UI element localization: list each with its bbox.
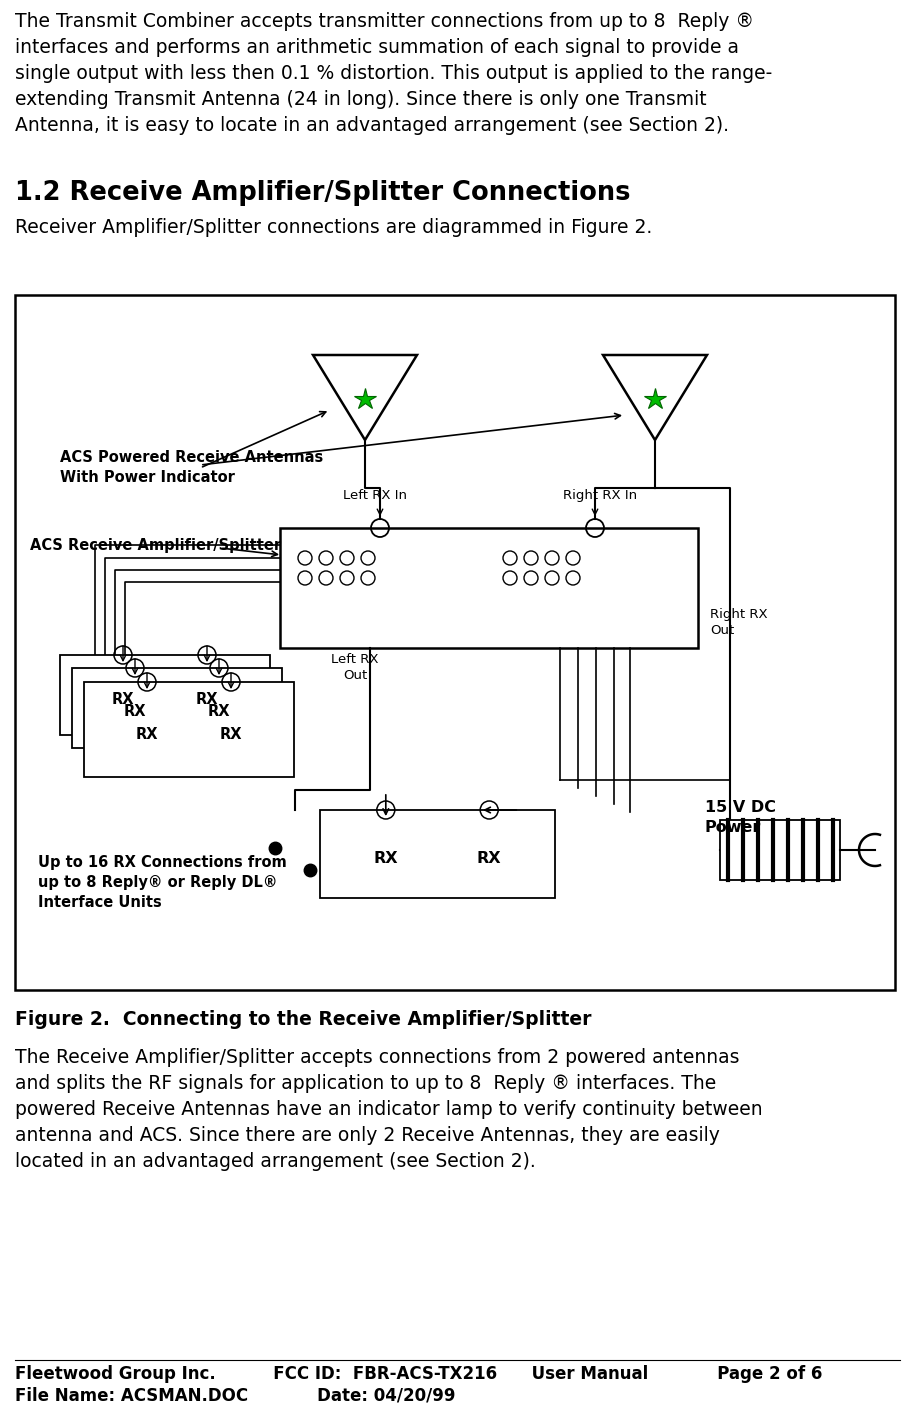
Text: Antenna, it is easy to locate in an advantaged arrangement (see Section 2).: Antenna, it is easy to locate in an adva…	[15, 116, 729, 134]
Text: Right RX
Out: Right RX Out	[710, 608, 768, 637]
Bar	[72, 668, 282, 749]
Text: extending Transmit Antenna (24 in long). Since there is only one Transmit: extending Transmit Antenna (24 in long).…	[15, 91, 706, 109]
Text: RX: RX	[477, 850, 501, 866]
Bar	[84, 682, 294, 777]
Text: The Transmit Combiner accepts transmitter connections from up to 8  Reply ®: The Transmit Combiner accepts transmitte…	[15, 11, 754, 31]
Text: 15 V DC
Power: 15 V DC Power	[705, 799, 776, 835]
Text: and splits the RF signals for application to up to 8  Reply ® interfaces. The: and splits the RF signals for applicatio…	[15, 1074, 716, 1092]
Bar	[320, 809, 555, 899]
Text: ACS Powered Receive Antennas
With Power Indicator: ACS Powered Receive Antennas With Power …	[60, 450, 323, 485]
Text: File Name: ACSMAN.DOC            Date: 04/20/99: File Name: ACSMAN.DOC Date: 04/20/99	[15, 1387, 456, 1404]
Text: RX: RX	[196, 692, 219, 706]
Text: Left RX
Out: Left RX Out	[331, 652, 379, 682]
Text: ACS Receive Amplifier/Splitter: ACS Receive Amplifier/Splitter	[30, 538, 281, 553]
Text: powered Receive Antennas have an indicator lamp to verify continuity between: powered Receive Antennas have an indicat…	[15, 1099, 762, 1119]
Text: The Receive Amplifier/Splitter accepts connections from 2 powered antennas: The Receive Amplifier/Splitter accepts c…	[15, 1049, 739, 1067]
Text: Up to 16 RX Connections from
up to 8 Reply® or Reply DL®
Interface Units: Up to 16 RX Connections from up to 8 Rep…	[38, 855, 286, 910]
Bar	[280, 528, 698, 648]
Text: RX: RX	[135, 727, 158, 741]
Text: RX: RX	[208, 705, 231, 719]
Text: Receiver Amplifier/Splitter connections are diagrammed in Figure 2.: Receiver Amplifier/Splitter connections …	[15, 218, 652, 236]
Text: located in an advantaged arrangement (see Section 2).: located in an advantaged arrangement (se…	[15, 1152, 536, 1172]
Text: RX: RX	[373, 850, 398, 866]
Text: Right RX In: Right RX In	[563, 490, 637, 502]
Text: RX: RX	[220, 727, 242, 741]
Text: single output with less then 0.1 % distortion. This output is applied to the ran: single output with less then 0.1 % disto…	[15, 64, 772, 83]
Text: interfaces and performs an arithmetic summation of each signal to provide a: interfaces and performs an arithmetic su…	[15, 38, 739, 57]
Text: RX: RX	[124, 705, 146, 719]
Text: Fleetwood Group Inc.          FCC ID:  FBR-ACS-TX216      User Manual           : Fleetwood Group Inc. FCC ID: FBR-ACS-TX2…	[15, 1365, 823, 1382]
Bar	[720, 821, 840, 880]
Bar	[60, 655, 270, 734]
Text: RX: RX	[112, 692, 135, 706]
Text: Left RX In: Left RX In	[343, 490, 407, 502]
Text: antenna and ACS. Since there are only 2 Receive Antennas, they are easily: antenna and ACS. Since there are only 2 …	[15, 1126, 720, 1145]
Bar	[15, 294, 895, 990]
Text: Figure 2.  Connecting to the Receive Amplifier/Splitter: Figure 2. Connecting to the Receive Ampl…	[15, 1010, 591, 1029]
Text: 1.2 Receive Amplifier/Splitter Connections: 1.2 Receive Amplifier/Splitter Connectio…	[15, 180, 630, 207]
